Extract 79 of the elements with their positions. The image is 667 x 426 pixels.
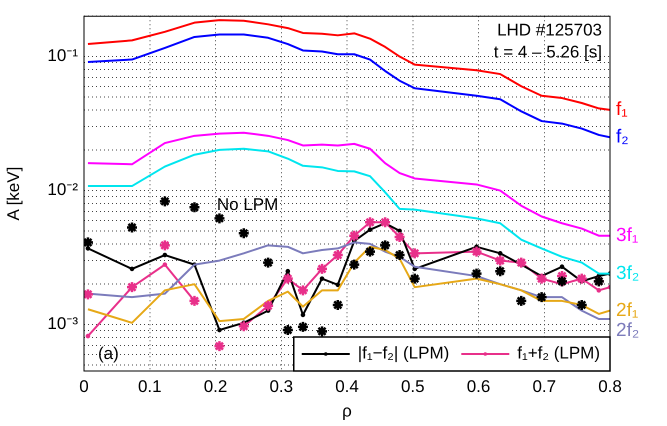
point [368,227,372,232]
x-tick-label: 0.1 [138,376,162,396]
point [514,294,528,308]
point [300,312,306,318]
point [213,212,226,225]
point [282,324,294,336]
series-label: f₁ [616,99,628,120]
series-label: 2f₁ [616,300,638,321]
point [320,276,324,281]
point [332,248,344,262]
x-tick-label: 0.3 [269,376,294,396]
point [494,254,506,267]
point [162,262,168,267]
legend-label: f₁+f₂ (LPM) [517,344,600,363]
point [575,272,588,285]
series-label: 3f₁ [616,224,638,246]
point [348,229,360,242]
point [535,272,548,285]
x-tick-label: 0.6 [466,376,490,396]
point [575,298,588,312]
point [470,267,483,280]
annotation: (a) [98,344,119,364]
x-axis-title: ρ [342,401,352,420]
point [238,226,250,240]
point [335,282,340,288]
point [316,325,328,338]
point [130,266,134,272]
x-tick-label: 0.2 [204,376,228,396]
point [296,284,310,297]
point [262,300,274,312]
chart-title: LHD #125703 [497,20,602,40]
y-tick-label: 10⁻² [47,180,78,200]
series-label: 3f₂ [616,262,640,284]
point [393,230,406,244]
point [332,298,344,312]
point [535,290,548,304]
series-label: 2f₂ [616,320,640,341]
point [158,195,172,208]
point [126,221,138,234]
point [408,247,421,260]
point [514,256,528,269]
point [296,320,310,334]
point [126,280,138,294]
point [217,328,222,332]
point [348,258,360,271]
point [364,216,376,228]
x-tick-label: 0.4 [335,376,359,396]
point [556,275,568,288]
y-tick-label: 10⁻¹ [47,46,78,66]
point [262,256,274,269]
x-tick-label: 0 [79,376,89,396]
point [470,245,483,258]
point [316,262,328,276]
point [498,251,502,256]
point [162,252,168,258]
point [494,264,506,278]
point [393,248,406,262]
point [188,294,201,308]
point [188,201,201,214]
y-axis-title: A [keV] [4,166,23,221]
point [158,239,172,252]
y-tick-label: 10⁻³ [47,314,78,334]
point [364,245,376,258]
point [560,264,564,270]
x-tick-label: 0.7 [532,376,556,396]
x-tick-label: 0.8 [598,376,622,396]
point [378,239,392,252]
text: t = 4 – 5.26 [s] [494,42,602,62]
series-label: f₂ [616,126,629,148]
point [238,320,250,333]
point [378,216,392,228]
legend-label: |f₁−f₂| (LPM) [358,344,450,363]
series-label: No LPM [216,195,278,214]
point [596,288,602,293]
point [408,272,421,285]
point [282,272,294,285]
point [213,340,226,352]
point [86,334,90,338]
x-tick-label: 0.5 [400,376,425,396]
